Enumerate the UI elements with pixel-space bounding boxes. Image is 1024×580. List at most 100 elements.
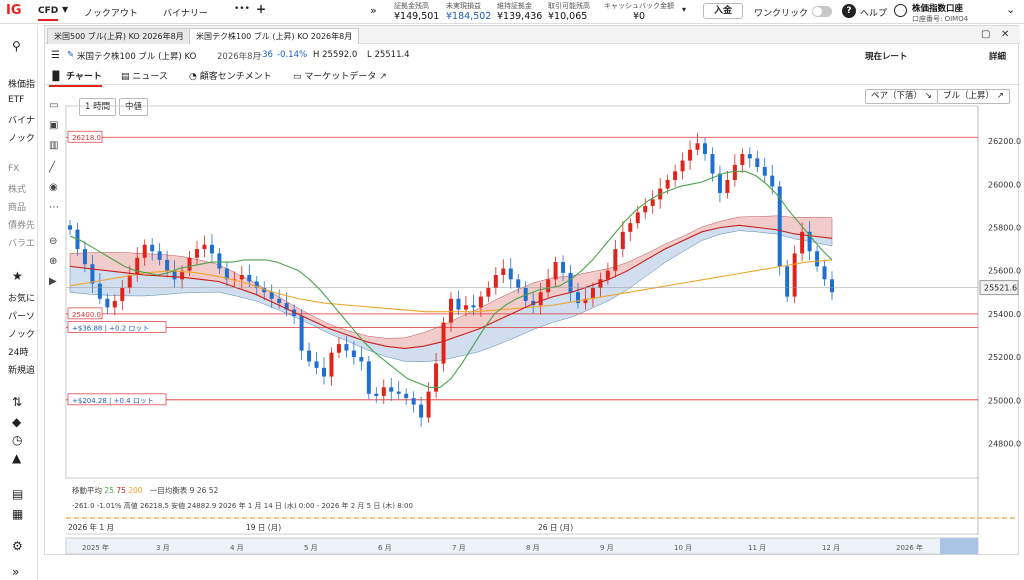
candle [777,186,782,267]
restore-icon[interactable]: ▢ [981,29,991,40]
menu-binary[interactable]: バイナリー [163,9,208,19]
draw-icon[interactable]: ╱ [49,162,56,173]
tab-chart[interactable]: ▐▌ チャート [49,69,102,87]
templates-icon[interactable]: ▣ [49,120,59,131]
nav-variety[interactable]: バラエ [8,239,36,249]
navigator-month-label: 7 月 [452,544,466,552]
current-rate-tab[interactable]: 現在レート [865,52,908,62]
nav-binary[interactable]: バイナ [8,116,35,126]
gear-icon[interactable]: ⚙ [12,539,23,553]
low-price: L 25511.4 [367,50,410,60]
candle [441,322,446,364]
candle [717,173,722,193]
tab-sentiment[interactable]: ◔ 顧客センチメント [189,72,272,82]
navigator-month-label: 3 月 [156,544,170,552]
bear-button[interactable]: ベア（下落） ↘ [865,89,938,104]
candle [359,357,364,362]
candle [456,298,461,310]
one-click-toggle[interactable] [812,6,832,17]
layout-icon[interactable]: ▭ [49,100,59,111]
expand-icon[interactable]: » [370,4,377,17]
details-tab[interactable]: 詳細 [989,52,1007,62]
hline-label: +$36.88 | +0.2 ロット [72,324,149,332]
nav-commodities[interactable]: 商品 [8,203,27,213]
zoom-out-icon[interactable]: ⊖ [49,236,58,247]
candle [217,253,222,269]
menu-icon[interactable]: ☰ [51,50,60,61]
price-type-button[interactable]: 中値 [119,98,149,116]
bell-icon[interactable]: ▲ [12,451,22,465]
indicators-icon[interactable]: ▥ [49,140,59,151]
candle [770,175,775,187]
candle [396,391,401,394]
tag-icon[interactable]: ◆ [12,415,22,429]
help-icon[interactable]: ? [842,4,856,18]
tab-news[interactable]: ▤ ニュース [121,72,168,82]
nav-personal[interactable]: パーソ [8,312,36,322]
navigator-month-label: 6 月 [378,544,392,552]
nav-stocks[interactable]: 株式 [8,185,27,195]
chevron-down-icon[interactable]: ▼ [62,5,69,14]
zoom-in-icon[interactable]: ⊕ [49,256,58,267]
nav-knockout[interactable]: ノック [8,134,35,144]
nav-indices[interactable]: 株価指 [8,80,36,90]
history-icon[interactable]: ◷ [12,433,23,447]
menu-cfd[interactable]: CFD [38,6,59,21]
help-link[interactable]: ヘルプ [860,9,888,19]
play-icon[interactable]: ▶ [49,276,57,287]
navigator-selection [940,538,978,554]
edit-icon[interactable]: ✎ [67,50,75,60]
nav-favorites[interactable]: お気に [8,294,36,304]
more-icon[interactable]: ••• [234,4,250,14]
calendar-icon[interactable]: ▦ [12,507,24,521]
interval-button[interactable]: 1 時間 [79,98,117,116]
chevron-down-icon[interactable]: ⌄ [1006,3,1016,16]
nav-bonds[interactable]: 債券先 [8,221,36,231]
candle [314,361,319,368]
nav-fx[interactable]: FX [8,164,20,174]
deposit-button[interactable]: 入金 [703,3,743,19]
candle [322,367,326,377]
candle [97,283,102,299]
bull-button[interactable]: ブル（上昇） ↗ [937,89,1010,104]
candle [187,257,192,271]
star-icon[interactable]: ★ [12,269,23,283]
candle [598,279,603,288]
candle [180,270,185,280]
tab-market-data[interactable]: ▭ マーケットデータ ↗ [293,72,387,82]
tab-ustech100[interactable]: 米国テク株100 ブル (上昇) KO 2026年8月 [189,28,360,44]
close-icon[interactable]: ✕ [1001,29,1010,40]
nav-24h[interactable]: 24時 [8,348,29,358]
hline-label: 26218.0 [72,134,101,142]
cashback-chevron-icon[interactable]: ▾ [682,5,687,14]
y-tick-label: 25800.0 [988,223,1021,232]
candle [463,305,468,310]
expand-nav-icon[interactable]: » [12,565,20,579]
high-price: H 25592.0 [313,50,358,60]
more-tools-icon[interactable]: ⋯ [49,202,59,213]
eye-icon[interactable]: ◉ [49,182,58,193]
menu-knockout[interactable]: ノックアウト [84,9,138,19]
search-icon[interactable]: ⚲ [12,39,21,53]
chart-tools: ▭ ▣ ▥ ╱ ◉ ⋯ ⊖ ⊕ ▶ [45,86,65,486]
available-balance-stat: 取引可能残高 ¥10,065 [548,2,590,22]
navigator-month-label: 9 月 [600,544,614,552]
candle [635,212,640,224]
nav-etf[interactable]: ETF [8,95,25,105]
account-info[interactable]: 株価指数口座 口座番号: OIMO4 [912,4,969,23]
candle [247,275,252,282]
nav-new[interactable]: 新規追 [8,366,36,376]
candle [807,231,812,252]
y-tick-label: 24800.0 [988,439,1021,448]
one-click-label: ワンクリック [754,9,809,19]
candle [68,225,72,230]
candle [688,149,693,161]
news-icon[interactable]: ▤ [12,487,24,501]
transfer-icon[interactable]: ⇅ [12,395,23,409]
account-icon[interactable] [894,4,907,17]
candle [501,268,506,276]
candle [112,300,117,308]
add-tab-icon[interactable]: + [256,2,267,16]
nav-knockout-list[interactable]: ノック [8,330,35,340]
